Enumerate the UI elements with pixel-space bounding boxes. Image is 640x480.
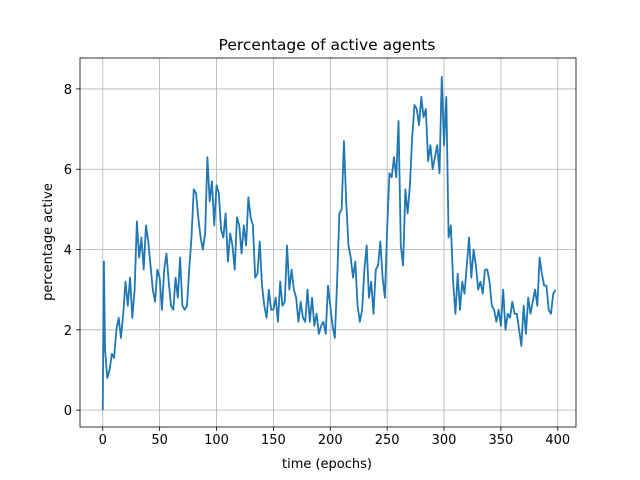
- y-tick-label: 6: [64, 163, 72, 178]
- x-tick-label: 250: [375, 433, 400, 448]
- y-tick-label: 2: [64, 324, 72, 339]
- x-axis-label: time (epochs): [282, 457, 372, 472]
- y-tick-label: 4: [64, 244, 72, 259]
- x-tick-label: 100: [204, 433, 229, 448]
- x-tick-label: 350: [489, 433, 514, 448]
- x-tick-label: 200: [318, 433, 343, 448]
- x-tick-label: 300: [432, 433, 457, 448]
- y-tick-label: 0: [64, 404, 72, 419]
- x-tick-label: 150: [261, 433, 286, 448]
- x-tick-label: 0: [99, 433, 107, 448]
- x-tick-label: 400: [545, 433, 570, 448]
- data-line: [101, 75, 557, 411]
- chart-title: Percentage of active agents: [219, 36, 436, 54]
- plot-frame: [79, 57, 577, 428]
- y-tick-label: 8: [64, 83, 72, 98]
- x-tick-label: 50: [151, 433, 168, 448]
- y-axis-label: percentage active: [41, 183, 56, 301]
